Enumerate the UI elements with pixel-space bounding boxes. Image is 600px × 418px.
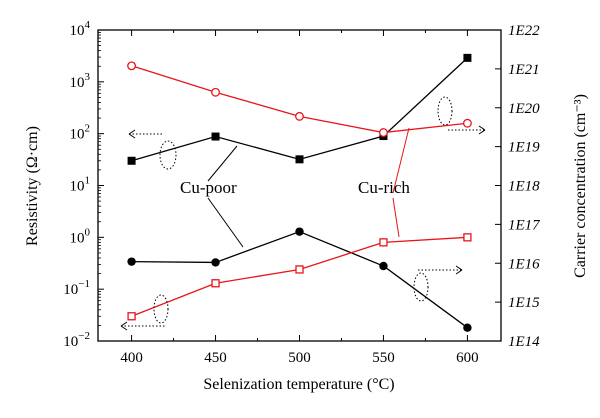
x-tick-label: 400	[120, 350, 143, 366]
y-left-tick-base: 10	[70, 179, 85, 195]
plot-frame	[97, 29, 502, 342]
data-point-open-square	[127, 312, 136, 321]
x-axis-title: Selenization temperature (°C)	[203, 376, 394, 393]
x-tick-label: 450	[204, 350, 227, 366]
y-axis-right-title: Carrier concentration (cm⁻³)	[572, 94, 589, 278]
left-axis-indicator-upper	[128, 129, 177, 170]
y-left-tick-exponent: −2	[78, 330, 90, 342]
cu-poor-leader-lower	[207, 197, 244, 248]
data-point-open-square	[211, 279, 220, 288]
y-right-tick-label: 1E15	[508, 295, 540, 311]
left-axis-indicator-lower	[120, 294, 169, 331]
ticks-layer: 400 450 500 550 60010410310210110010−110−21E…	[63, 19, 541, 366]
data-point-filled-square	[211, 132, 220, 141]
y-left-tick-base: 10	[63, 334, 78, 350]
y-right-tick-label: 1E14	[508, 334, 540, 350]
series-markers-layer	[127, 53, 472, 332]
y-left-tick-exponent: 4	[85, 19, 91, 31]
data-point-open-circle	[127, 61, 137, 71]
y-right-tick-label: 1E21	[508, 62, 540, 78]
cu-rich-leader-upper	[392, 127, 410, 194]
data-point-filled-circle	[295, 227, 304, 236]
y-left-tick-exponent: 0	[85, 226, 91, 238]
series-line-3	[131, 236, 468, 317]
annotations-layer: Cu-poor Cu-rich	[120, 96, 486, 331]
y-right-tick-label: 1E16	[508, 256, 540, 272]
y-left-tick-base: 10	[70, 127, 85, 143]
y-left-tick-base: 10	[70, 75, 85, 91]
y-right-tick-label: 1E19	[508, 140, 540, 156]
data-point-open-circle	[211, 87, 220, 97]
data-point-open-square	[295, 265, 304, 274]
y-left-tick-label: 100	[70, 226, 91, 246]
data-point-open-circle	[379, 128, 388, 138]
y-left-tick-exponent: 1	[85, 175, 91, 187]
y-left-tick-exponent: 3	[85, 71, 91, 83]
y-right-tick-label: 1E17	[508, 217, 541, 233]
y-right-tick-label: 1E20	[508, 101, 540, 117]
data-point-filled-square	[127, 156, 136, 165]
data-point-open-circle	[462, 118, 472, 128]
y-right-tick-label: 1E22	[508, 23, 540, 39]
data-point-filled-circle	[211, 258, 220, 267]
y-left-tick-label: 102	[70, 123, 91, 143]
cu-rich-label: Cu-rich	[358, 178, 410, 197]
right-axis-indicator-upper	[437, 96, 486, 135]
data-point-open-circle	[295, 111, 304, 121]
series-line-0	[131, 57, 468, 162]
y-left-tick-label: 101	[70, 175, 91, 195]
data-point-filled-circle	[127, 257, 136, 266]
data-point-open-square	[463, 233, 472, 242]
y-left-tick-base: 10	[63, 282, 78, 298]
data-point-filled-square	[463, 53, 472, 62]
series-line-1	[131, 230, 468, 329]
y-left-tick-exponent: −1	[78, 278, 90, 290]
cu-poor-leader-upper	[207, 145, 238, 182]
cu-rich-leader-lower	[392, 197, 400, 238]
data-point-filled-circle	[379, 261, 388, 271]
y-left-tick-label: 10−2	[63, 330, 90, 350]
y-left-tick-exponent: 2	[85, 123, 91, 135]
x-tick-label: 600	[456, 350, 479, 366]
y-left-tick-label: 103	[70, 71, 91, 91]
plot-frame-layer	[97, 29, 502, 342]
y-left-tick-base: 10	[70, 230, 85, 246]
y-right-tick-label: 1E18	[508, 179, 540, 195]
y-left-tick-base: 10	[70, 23, 85, 39]
data-point-filled-square	[295, 155, 304, 164]
axis-labels-layer: Selenization temperature (°C) Resistivit…	[24, 94, 589, 393]
data-point-open-square	[379, 238, 388, 247]
y-left-tick-label: 104	[70, 19, 91, 39]
x-tick-label: 550	[372, 350, 395, 366]
series-line-2	[131, 65, 468, 134]
data-point-filled-circle	[463, 323, 472, 332]
y-axis-left-title: Resistivity (Ω·cm)	[24, 126, 41, 246]
right-axis-indicator-lower	[413, 265, 463, 302]
cu-poor-label: Cu-poor	[180, 178, 237, 197]
y-left-tick-label: 10−1	[63, 278, 90, 298]
x-tick-label: 500	[288, 350, 311, 366]
